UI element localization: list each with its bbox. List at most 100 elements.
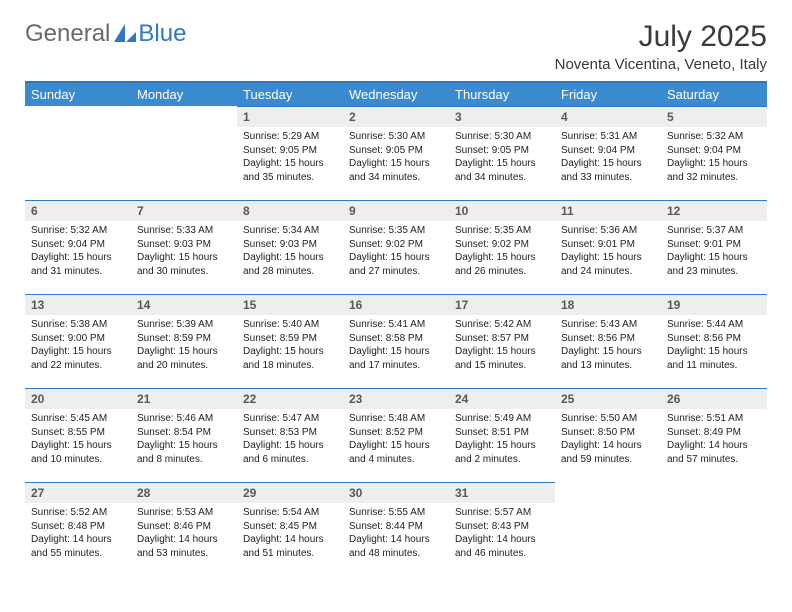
dow-header: Tuesday — [237, 82, 343, 107]
dow-header: Wednesday — [343, 82, 449, 107]
sunrise-text: Sunrise: 5:55 AM — [349, 506, 443, 520]
day-number: 12 — [661, 201, 767, 222]
day-number: 4 — [555, 107, 661, 128]
sunset-text: Sunset: 9:02 PM — [455, 238, 549, 252]
sunset-text: Sunset: 8:49 PM — [667, 426, 761, 440]
sunset-text: Sunset: 9:00 PM — [31, 332, 125, 346]
daylight-text: Daylight: 15 hours and 35 minutes. — [243, 157, 337, 184]
sunrise-text: Sunrise: 5:32 AM — [31, 224, 125, 238]
daylight-text: Daylight: 15 hours and 31 minutes. — [31, 251, 125, 278]
day-cell: Sunrise: 5:47 AMSunset: 8:53 PMDaylight:… — [237, 409, 343, 483]
day-number: 26 — [661, 389, 767, 410]
daylight-text: Daylight: 15 hours and 32 minutes. — [667, 157, 761, 184]
daylight-text: Daylight: 15 hours and 4 minutes. — [349, 439, 443, 466]
day-cell: Sunrise: 5:49 AMSunset: 8:51 PMDaylight:… — [449, 409, 555, 483]
sunrise-text: Sunrise: 5:33 AM — [137, 224, 231, 238]
location-text: Noventa Vicentina, Veneto, Italy — [555, 56, 767, 73]
calendar-page: General Blue July 2025 Noventa Vicentina… — [0, 0, 792, 586]
daylight-text: Daylight: 15 hours and 23 minutes. — [667, 251, 761, 278]
sunset-text: Sunset: 9:01 PM — [667, 238, 761, 252]
day-cell: Sunrise: 5:48 AMSunset: 8:52 PMDaylight:… — [343, 409, 449, 483]
brand-part2: Blue — [138, 20, 186, 48]
daylight-text: Daylight: 15 hours and 18 minutes. — [243, 345, 337, 372]
day-number: 29 — [237, 483, 343, 504]
sunrise-text: Sunrise: 5:54 AM — [243, 506, 337, 520]
sunrise-text: Sunrise: 5:30 AM — [455, 130, 549, 144]
sunset-text: Sunset: 8:44 PM — [349, 520, 443, 534]
day-cell: Sunrise: 5:40 AMSunset: 8:59 PMDaylight:… — [237, 315, 343, 389]
sunset-text: Sunset: 8:57 PM — [455, 332, 549, 346]
dow-header: Thursday — [449, 82, 555, 107]
sunrise-text: Sunrise: 5:42 AM — [455, 318, 549, 332]
day-cell: Sunrise: 5:51 AMSunset: 8:49 PMDaylight:… — [661, 409, 767, 483]
daylight-text: Daylight: 15 hours and 10 minutes. — [31, 439, 125, 466]
day-cell: Sunrise: 5:39 AMSunset: 8:59 PMDaylight:… — [131, 315, 237, 389]
sunset-text: Sunset: 8:48 PM — [31, 520, 125, 534]
day-cell: Sunrise: 5:36 AMSunset: 9:01 PMDaylight:… — [555, 221, 661, 295]
daylight-text: Daylight: 15 hours and 27 minutes. — [349, 251, 443, 278]
day-cell: Sunrise: 5:38 AMSunset: 9:00 PMDaylight:… — [25, 315, 131, 389]
day-cell: Sunrise: 5:41 AMSunset: 8:58 PMDaylight:… — [343, 315, 449, 389]
day-number: 28 — [131, 483, 237, 504]
day-number: 5 — [661, 107, 767, 128]
daylight-text: Daylight: 15 hours and 33 minutes. — [561, 157, 655, 184]
day-cell: Sunrise: 5:33 AMSunset: 9:03 PMDaylight:… — [131, 221, 237, 295]
sunset-text: Sunset: 8:56 PM — [667, 332, 761, 346]
sunrise-text: Sunrise: 5:35 AM — [349, 224, 443, 238]
day-cell: Sunrise: 5:50 AMSunset: 8:50 PMDaylight:… — [555, 409, 661, 483]
sunrise-text: Sunrise: 5:51 AM — [667, 412, 761, 426]
day-number — [25, 107, 131, 128]
sunrise-text: Sunrise: 5:29 AM — [243, 130, 337, 144]
page-header: General Blue July 2025 Noventa Vicentina… — [25, 20, 767, 73]
daylight-text: Daylight: 15 hours and 15 minutes. — [455, 345, 549, 372]
daylight-text: Daylight: 15 hours and 20 minutes. — [137, 345, 231, 372]
day-cell: Sunrise: 5:57 AMSunset: 8:43 PMDaylight:… — [449, 503, 555, 576]
day-number: 14 — [131, 295, 237, 316]
sunset-text: Sunset: 9:04 PM — [561, 144, 655, 158]
day-number: 30 — [343, 483, 449, 504]
day-number — [131, 107, 237, 128]
daylight-text: Daylight: 15 hours and 22 minutes. — [31, 345, 125, 372]
day-number: 10 — [449, 201, 555, 222]
dow-header: Saturday — [661, 82, 767, 107]
sunset-text: Sunset: 9:03 PM — [137, 238, 231, 252]
sunset-text: Sunset: 9:05 PM — [455, 144, 549, 158]
sunrise-text: Sunrise: 5:34 AM — [243, 224, 337, 238]
day-number: 18 — [555, 295, 661, 316]
day-cell: Sunrise: 5:34 AMSunset: 9:03 PMDaylight:… — [237, 221, 343, 295]
sunrise-text: Sunrise: 5:48 AM — [349, 412, 443, 426]
day-number: 16 — [343, 295, 449, 316]
day-cell: Sunrise: 5:32 AMSunset: 9:04 PMDaylight:… — [25, 221, 131, 295]
brand-logo: General Blue — [25, 20, 186, 48]
sunset-text: Sunset: 8:54 PM — [137, 426, 231, 440]
calendar-table: SundayMondayTuesdayWednesdayThursdayFrid… — [25, 81, 767, 576]
sunset-text: Sunset: 9:04 PM — [667, 144, 761, 158]
day-cell — [131, 127, 237, 201]
day-number: 25 — [555, 389, 661, 410]
day-number: 23 — [343, 389, 449, 410]
day-cell — [555, 503, 661, 576]
sunset-text: Sunset: 9:03 PM — [243, 238, 337, 252]
day-cell: Sunrise: 5:54 AMSunset: 8:45 PMDaylight:… — [237, 503, 343, 576]
sunrise-text: Sunrise: 5:46 AM — [137, 412, 231, 426]
daylight-text: Daylight: 15 hours and 34 minutes. — [455, 157, 549, 184]
day-number: 3 — [449, 107, 555, 128]
sunrise-text: Sunrise: 5:52 AM — [31, 506, 125, 520]
day-cell: Sunrise: 5:44 AMSunset: 8:56 PMDaylight:… — [661, 315, 767, 389]
daylight-text: Daylight: 15 hours and 11 minutes. — [667, 345, 761, 372]
daylight-text: Daylight: 15 hours and 13 minutes. — [561, 345, 655, 372]
logo-sail-icon — [114, 24, 136, 44]
day-cell — [25, 127, 131, 201]
sunrise-text: Sunrise: 5:41 AM — [349, 318, 443, 332]
sunset-text: Sunset: 9:02 PM — [349, 238, 443, 252]
day-number — [555, 483, 661, 504]
sunrise-text: Sunrise: 5:35 AM — [455, 224, 549, 238]
sunrise-text: Sunrise: 5:45 AM — [31, 412, 125, 426]
sunset-text: Sunset: 8:59 PM — [243, 332, 337, 346]
day-number: 27 — [25, 483, 131, 504]
day-number: 15 — [237, 295, 343, 316]
sunrise-text: Sunrise: 5:31 AM — [561, 130, 655, 144]
daylight-text: Daylight: 14 hours and 53 minutes. — [137, 533, 231, 560]
day-number: 8 — [237, 201, 343, 222]
sunset-text: Sunset: 9:05 PM — [349, 144, 443, 158]
